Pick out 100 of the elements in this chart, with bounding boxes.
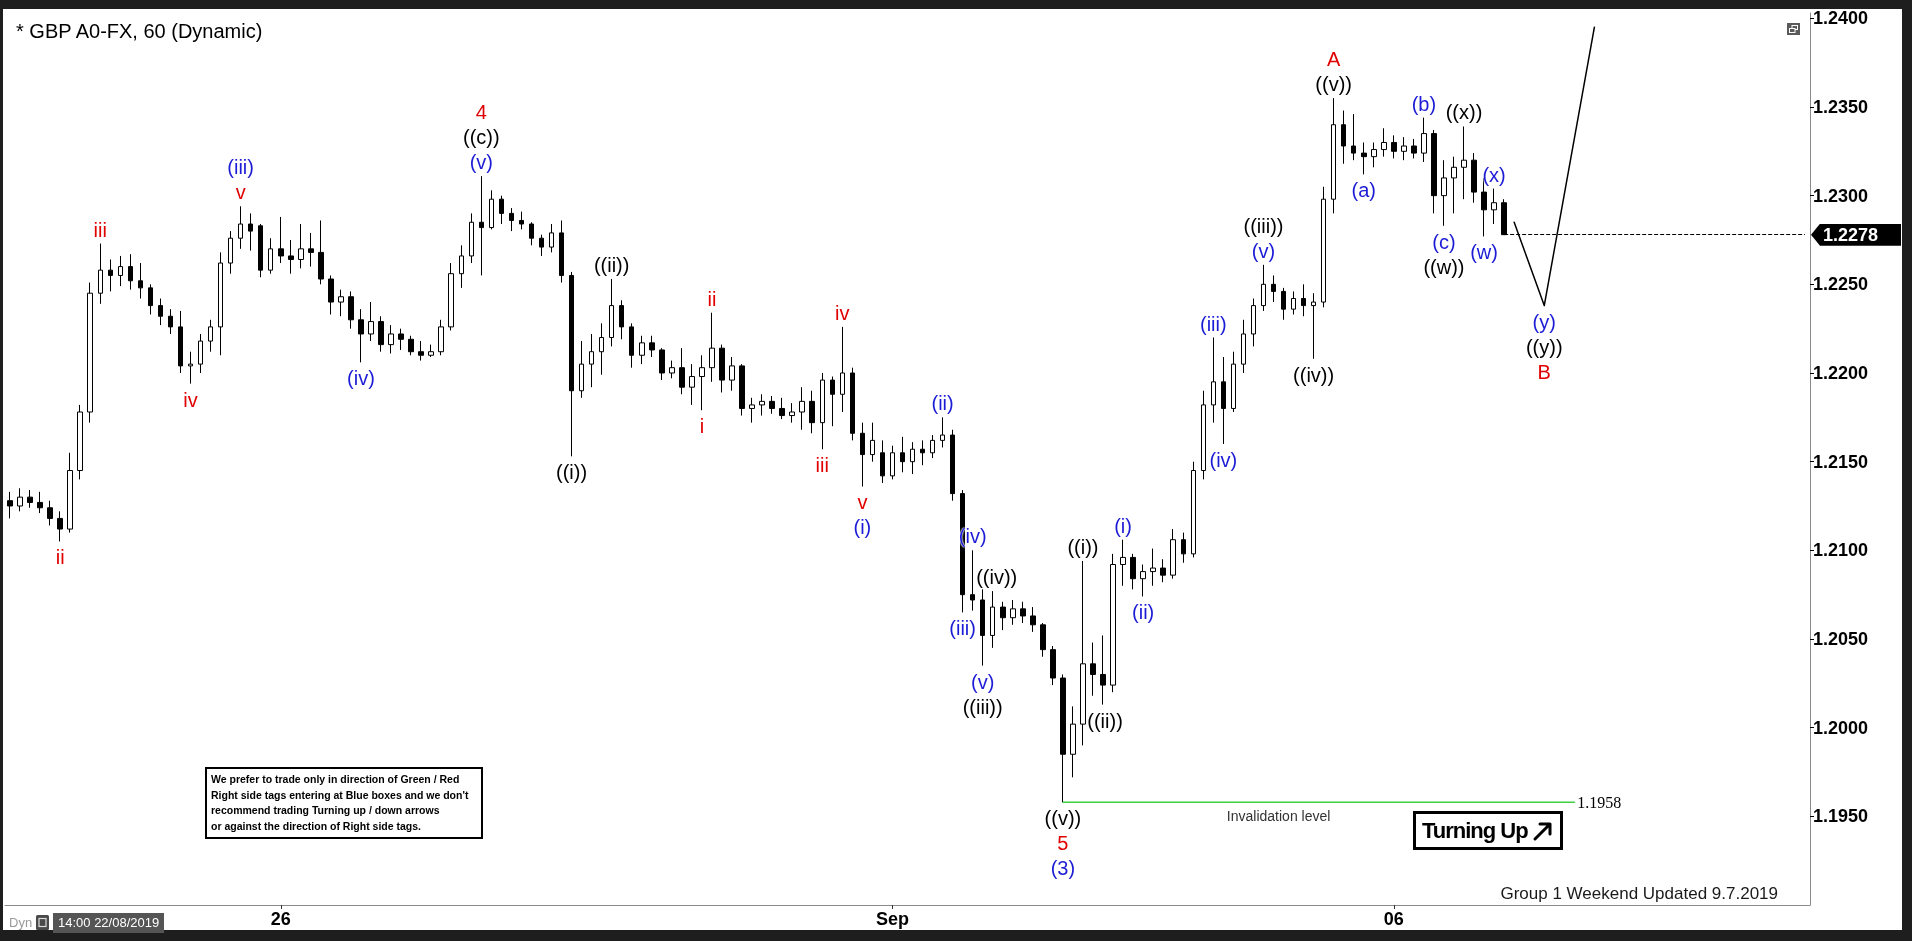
candlestick [1391, 134, 1397, 159]
candlestick [7, 491, 13, 519]
candlestick [509, 207, 514, 232]
candlestick [47, 500, 53, 526]
candlestick [198, 333, 203, 374]
candlestick [799, 386, 805, 431]
chart-title: * GBP A0-FX, 60 (Dynamic) [16, 20, 263, 42]
candlestick [1181, 532, 1186, 564]
candlestick [1170, 528, 1176, 580]
candlestick [438, 319, 444, 356]
y-tick-label: 1.2200 [1813, 362, 1869, 383]
candlestick [338, 289, 344, 317]
candlestick [1471, 152, 1477, 204]
candlestick [1431, 129, 1437, 214]
candlestick [148, 283, 153, 315]
candlestick [278, 216, 284, 264]
candlestick [1461, 126, 1467, 200]
candlestick [1040, 622, 1046, 658]
candlestick [840, 326, 845, 413]
candlestick [499, 195, 504, 225]
candlestick [789, 402, 795, 424]
candlestick [519, 211, 524, 230]
candlestick [1231, 351, 1236, 413]
candlestick [368, 301, 374, 342]
candlestick [830, 376, 835, 427]
candlestick [208, 319, 213, 353]
annotation: ((iv)) [976, 566, 1018, 589]
candlestick [1110, 553, 1116, 693]
candlestick [248, 212, 253, 252]
annotation: (w) [1470, 241, 1498, 264]
candlestick [579, 340, 584, 399]
text: 14:00 22/08/2019 [53, 913, 165, 933]
annotation: B [1537, 360, 1551, 383]
annotation: ((ii)) [593, 254, 630, 276]
candlestick [529, 221, 534, 246]
annotation: (v) [971, 670, 995, 693]
candlestick [1351, 113, 1356, 161]
candlestick [980, 588, 985, 667]
candlestick [1421, 117, 1427, 163]
candlestick [1291, 290, 1296, 315]
annotation: v [857, 491, 868, 514]
annotation: v [235, 181, 246, 204]
candlestick [1341, 110, 1346, 165]
candlestick [358, 308, 364, 363]
annotation: ii [707, 287, 717, 310]
candlestick [1241, 319, 1246, 374]
candlestick [1080, 560, 1086, 746]
candlestick [1010, 599, 1016, 626]
annotation: iv [835, 301, 850, 324]
candlestick [1160, 558, 1166, 583]
candlestick [1090, 642, 1096, 697]
annotation: (b) [1411, 92, 1437, 115]
candlestick [1271, 274, 1276, 303]
candlestick [1000, 601, 1006, 631]
candlestick [970, 549, 975, 612]
candlestick [1451, 156, 1457, 214]
y-tick-label: 1.2250 [1813, 274, 1869, 295]
annotation: ((v)) [1044, 807, 1082, 830]
candlestick [850, 367, 855, 441]
candlestick [900, 436, 905, 473]
annotation: (ii) [1132, 601, 1155, 624]
candlestick [459, 244, 464, 289]
candlestick [890, 445, 895, 480]
candlestick [57, 510, 63, 542]
candlestick [1441, 159, 1447, 227]
y-tick-label: 1.2150 [1813, 451, 1869, 472]
ref-line-label: 1.2278 [1811, 223, 1901, 246]
y-tick-label: 1.2400 [1813, 8, 1869, 29]
annotation: Turning Up [1422, 817, 1528, 843]
candlestick [649, 335, 655, 358]
annotation: (v) [1251, 239, 1276, 262]
candlestick [539, 234, 544, 257]
candlestick [619, 299, 624, 340]
candlestick [67, 452, 73, 534]
annotation: ((iii)) [1243, 214, 1284, 237]
candlestick [870, 422, 875, 463]
annotation: ((iv)) [1293, 363, 1335, 386]
x-tick-label: 26 [270, 909, 291, 929]
candlestick [609, 278, 614, 347]
candlestick [1070, 705, 1076, 778]
annotation: (i) [1114, 514, 1132, 537]
candlestick [318, 219, 324, 285]
annotation: (iii) [949, 617, 976, 640]
candlestick [739, 363, 745, 417]
annotation: (x) [1482, 163, 1506, 186]
candlestick [1140, 564, 1146, 597]
candlestick [138, 262, 143, 300]
candlestick [679, 347, 685, 395]
candlestick [489, 189, 494, 230]
annotation: (iv) [347, 367, 375, 390]
candlestick [940, 416, 945, 448]
candlestick [930, 434, 935, 459]
candlestick [1221, 356, 1226, 445]
candlestick [1301, 283, 1306, 317]
candlestick [1321, 186, 1326, 308]
candlestick [1030, 606, 1036, 633]
annotation: (i) [853, 516, 872, 539]
candlestick [639, 335, 645, 365]
candlestick [1491, 188, 1497, 225]
candlestick [1361, 141, 1367, 175]
